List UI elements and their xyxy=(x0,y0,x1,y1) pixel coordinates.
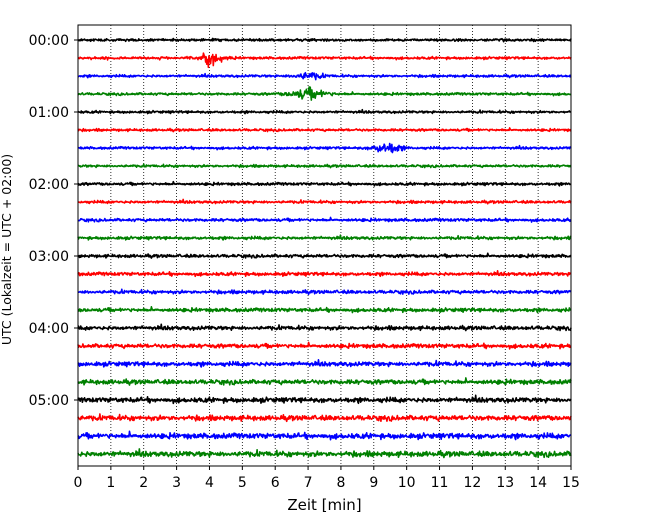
trace-0015 xyxy=(77,52,572,69)
x-tick-label: 14 xyxy=(529,475,547,491)
x-tick-label: 12 xyxy=(463,475,481,491)
y-tick-label: 04:00 xyxy=(29,321,69,337)
x-axis-ticks: 0 1 2 3 4 5 6 7 8 9 10 11 12 13 14 15 xyxy=(74,466,580,491)
x-tick-label: 6 xyxy=(271,475,280,491)
y-tick-label: 03:00 xyxy=(29,249,69,265)
trace-0400 xyxy=(77,323,572,332)
trace-0345 xyxy=(77,306,572,314)
trace-0315 xyxy=(77,269,572,278)
trace-0230 xyxy=(77,216,572,223)
trace-0330 xyxy=(77,288,572,296)
x-tick-label: 9 xyxy=(369,475,378,491)
trace-0215 xyxy=(77,198,572,205)
trace-0100 xyxy=(77,108,572,115)
x-tick-label: 1 xyxy=(106,475,115,491)
x-tick-label: 10 xyxy=(398,475,416,491)
y-axis-ticks: 00:00 01:00 02:00 03:00 04:00 05:00 xyxy=(29,33,78,409)
trace-0130 xyxy=(77,142,572,154)
trace-0300 xyxy=(77,252,572,259)
trace-0200 xyxy=(77,180,572,187)
y-axis-label: UTC (Lokalzeit = UTC + 02:00) xyxy=(0,154,14,345)
x-axis-label: Zeit [min] xyxy=(287,496,361,514)
trace-0000 xyxy=(77,37,572,43)
x-tick-label: 15 xyxy=(562,475,580,491)
trace-0515 xyxy=(77,413,572,423)
trace-0530 xyxy=(77,430,572,441)
trace-0045 xyxy=(77,86,572,101)
trace-0545 xyxy=(77,448,572,459)
x-tick-label: 5 xyxy=(238,475,247,491)
trace-0030 xyxy=(77,71,572,81)
x-tick-label: 7 xyxy=(304,475,313,491)
trace-0500 xyxy=(77,394,572,405)
x-tick-label: 8 xyxy=(336,475,345,491)
y-tick-label: 00:00 xyxy=(29,33,69,49)
trace-0430 xyxy=(77,359,572,368)
x-tick-label: 4 xyxy=(205,475,214,491)
x-tick-label: 11 xyxy=(431,475,449,491)
trace-0245 xyxy=(77,234,572,241)
y-tick-label: 01:00 xyxy=(29,105,69,121)
trace-series xyxy=(77,37,572,459)
trace-0115 xyxy=(77,127,572,133)
trace-0415 xyxy=(77,341,572,350)
y-tick-label: 05:00 xyxy=(29,393,69,409)
x-tick-label: 3 xyxy=(172,475,181,491)
x-tick-label: 0 xyxy=(74,475,83,491)
x-tick-label: 13 xyxy=(496,475,514,491)
y-tick-label: 02:00 xyxy=(29,177,69,193)
plot-frame xyxy=(77,24,572,467)
x-tick-label: 2 xyxy=(139,475,148,491)
trace-0145 xyxy=(77,163,572,169)
trace-0445 xyxy=(77,377,572,386)
